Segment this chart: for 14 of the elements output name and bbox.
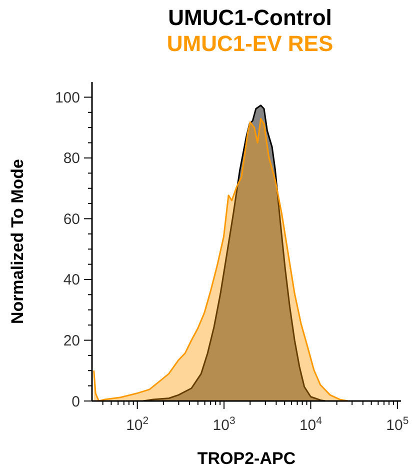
y-tick-label: 60 bbox=[63, 210, 80, 228]
text: UMUC1-EV RES bbox=[166, 31, 334, 56]
y-tick-label: 100 bbox=[54, 89, 80, 106]
y-tick-label: 80 bbox=[63, 150, 80, 168]
y-axis-title: Normalized To Mode bbox=[8, 159, 27, 324]
x-axis-title: TROP2-APC bbox=[197, 449, 296, 468]
y-tick-label: 0 bbox=[72, 393, 80, 410]
text: UMUC1-Control bbox=[168, 5, 332, 30]
y-tick-label: 20 bbox=[63, 332, 80, 350]
x-tick-label: 10$^{2}$ bbox=[126, 415, 149, 434]
x-tick-label: 10$^{5}$ bbox=[386, 415, 409, 434]
x-tick-label: 10$^{3}$ bbox=[212, 415, 236, 434]
x-tick-label: 10$^{4}$ bbox=[299, 415, 322, 434]
y-tick-label: 40 bbox=[63, 272, 80, 289]
